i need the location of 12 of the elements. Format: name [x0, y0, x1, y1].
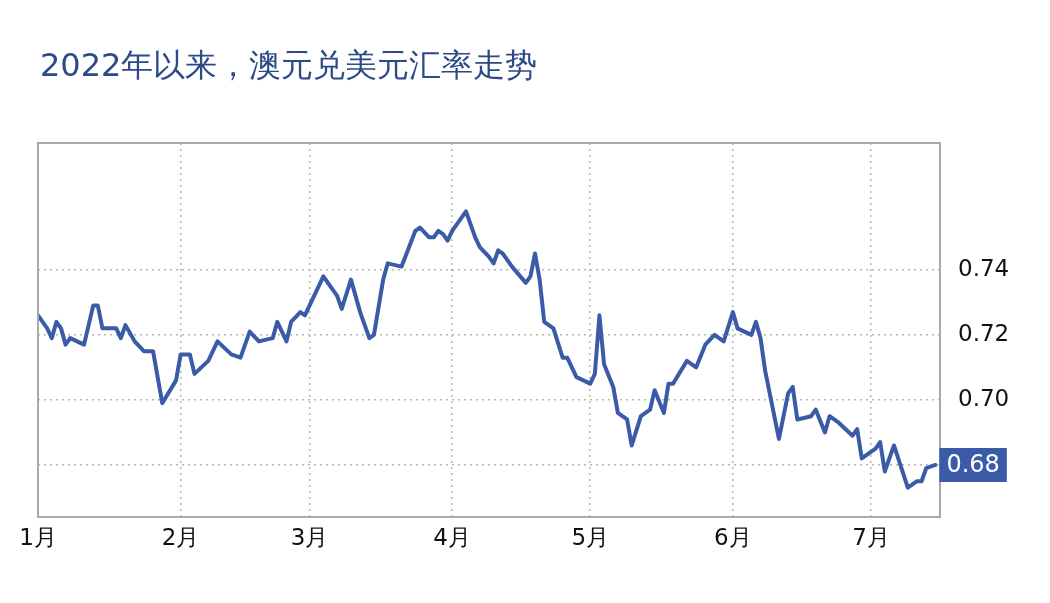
annotation: 0.68	[946, 450, 1000, 479]
x-tick-label: 2月	[161, 523, 200, 550]
chart-title: 2022年以来，澳元兑美元汇率走势	[40, 45, 538, 86]
x-tick-label: 7月	[852, 523, 890, 550]
x-tick-label: 6月	[714, 523, 752, 550]
y-tick-label: 0.74	[958, 254, 1010, 281]
x-tick-label: 5月	[571, 523, 610, 550]
x-tick-label: 1月	[19, 523, 57, 550]
x-tick-label: 4月	[433, 523, 471, 550]
x-tick-label: 3月	[290, 523, 329, 550]
y-tick-label: 0.70	[958, 384, 1010, 411]
y-tick-label: 0.72	[958, 319, 1010, 346]
